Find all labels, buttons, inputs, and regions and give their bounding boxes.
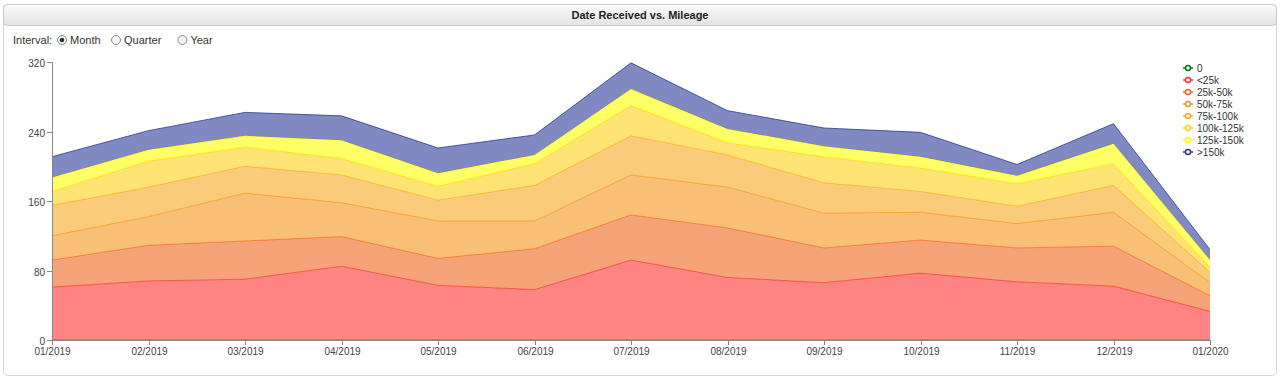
- x-tick-label: 06/2019: [517, 346, 554, 357]
- legend-label: 25k-50k: [1197, 87, 1234, 98]
- chart-title: Date Received vs. Mileage: [572, 9, 709, 21]
- legend-label: >150k: [1197, 147, 1226, 158]
- y-tick: [47, 132, 52, 133]
- x-tick-label: 03/2019: [227, 346, 264, 357]
- legend: 0<25k25k-50k50k-75k75k-100k100k-125k125k…: [1183, 63, 1245, 158]
- legend-label: 100k-125k: [1197, 123, 1245, 134]
- y-tick-label: 160: [28, 197, 45, 208]
- x-tick-label: 07/2019: [613, 346, 650, 357]
- legend-marker: [1186, 78, 1191, 83]
- radio-button[interactable]: [58, 36, 67, 45]
- area-line-7: [52, 63, 1210, 250]
- chart: Date Received vs. Mileage Interval: Month Q…: [0, 0, 1280, 380]
- interval-label: Interval:: [13, 34, 52, 46]
- x-tick: [342, 340, 343, 345]
- x-tick: [1114, 340, 1115, 345]
- legend-marker: [1186, 102, 1191, 107]
- area-7: [52, 63, 1210, 260]
- legend-marker: [1186, 150, 1191, 155]
- radio-button[interactable]: [178, 36, 187, 45]
- y-tick-label: 240: [28, 128, 45, 139]
- legend-label: 75k-100k: [1197, 111, 1239, 122]
- radio-label[interactable]: Month: [70, 34, 101, 46]
- legend-label: <25k: [1197, 75, 1220, 86]
- x-tick: [1017, 340, 1018, 345]
- y-tick: [47, 340, 52, 341]
- legend-marker: [1186, 90, 1191, 95]
- radio-dot: [60, 38, 65, 43]
- plot-area: [52, 63, 1210, 340]
- legend-label: 50k-75k: [1197, 99, 1234, 110]
- x-tick: [149, 340, 150, 345]
- legend-marker: [1186, 114, 1191, 119]
- x-tick-label: 01/2019: [34, 346, 71, 357]
- legend-marker: [1186, 138, 1191, 143]
- x-tick-label: 04/2019: [324, 346, 361, 357]
- radio-button[interactable]: [112, 36, 121, 45]
- x-tick-label: 01/2020: [1192, 346, 1229, 357]
- x-tick: [1210, 340, 1211, 345]
- x-tick: [921, 340, 922, 345]
- y-tick-label: 80: [34, 267, 46, 278]
- legend-marker: [1186, 126, 1191, 131]
- y-tick-label: 0: [39, 336, 45, 347]
- x-tick-label: 10/2019: [903, 346, 940, 357]
- x-tick: [52, 340, 53, 345]
- legend-label: 0: [1197, 63, 1203, 74]
- radio-label[interactable]: Year: [190, 34, 213, 46]
- x-tick-label: 09/2019: [806, 346, 843, 357]
- panel-frame: [4, 5, 1277, 376]
- y-tick: [47, 62, 52, 63]
- x-tick-label: 12/2019: [1096, 346, 1133, 357]
- legend-label: 125k-150k: [1197, 135, 1245, 146]
- radio-label[interactable]: Quarter: [124, 34, 162, 46]
- x-tick: [824, 340, 825, 345]
- x-tick-label: 02/2019: [131, 346, 168, 357]
- area-line-6: [52, 89, 1210, 260]
- x-tick: [728, 340, 729, 345]
- x-tick-label: 08/2019: [710, 346, 747, 357]
- x-tick-label: 11/2019: [1000, 346, 1036, 357]
- x-tick: [438, 340, 439, 345]
- x-tick-label: 05/2019: [420, 346, 457, 357]
- y-tick-label: 320: [28, 58, 45, 69]
- x-tick: [631, 340, 632, 345]
- y-axis: [52, 62, 53, 340]
- legend-marker: [1186, 66, 1191, 71]
- x-tick: [535, 340, 536, 345]
- y-tick: [47, 201, 52, 202]
- y-tick: [47, 271, 52, 272]
- panel-header: [4, 5, 1277, 26]
- x-tick: [245, 340, 246, 345]
